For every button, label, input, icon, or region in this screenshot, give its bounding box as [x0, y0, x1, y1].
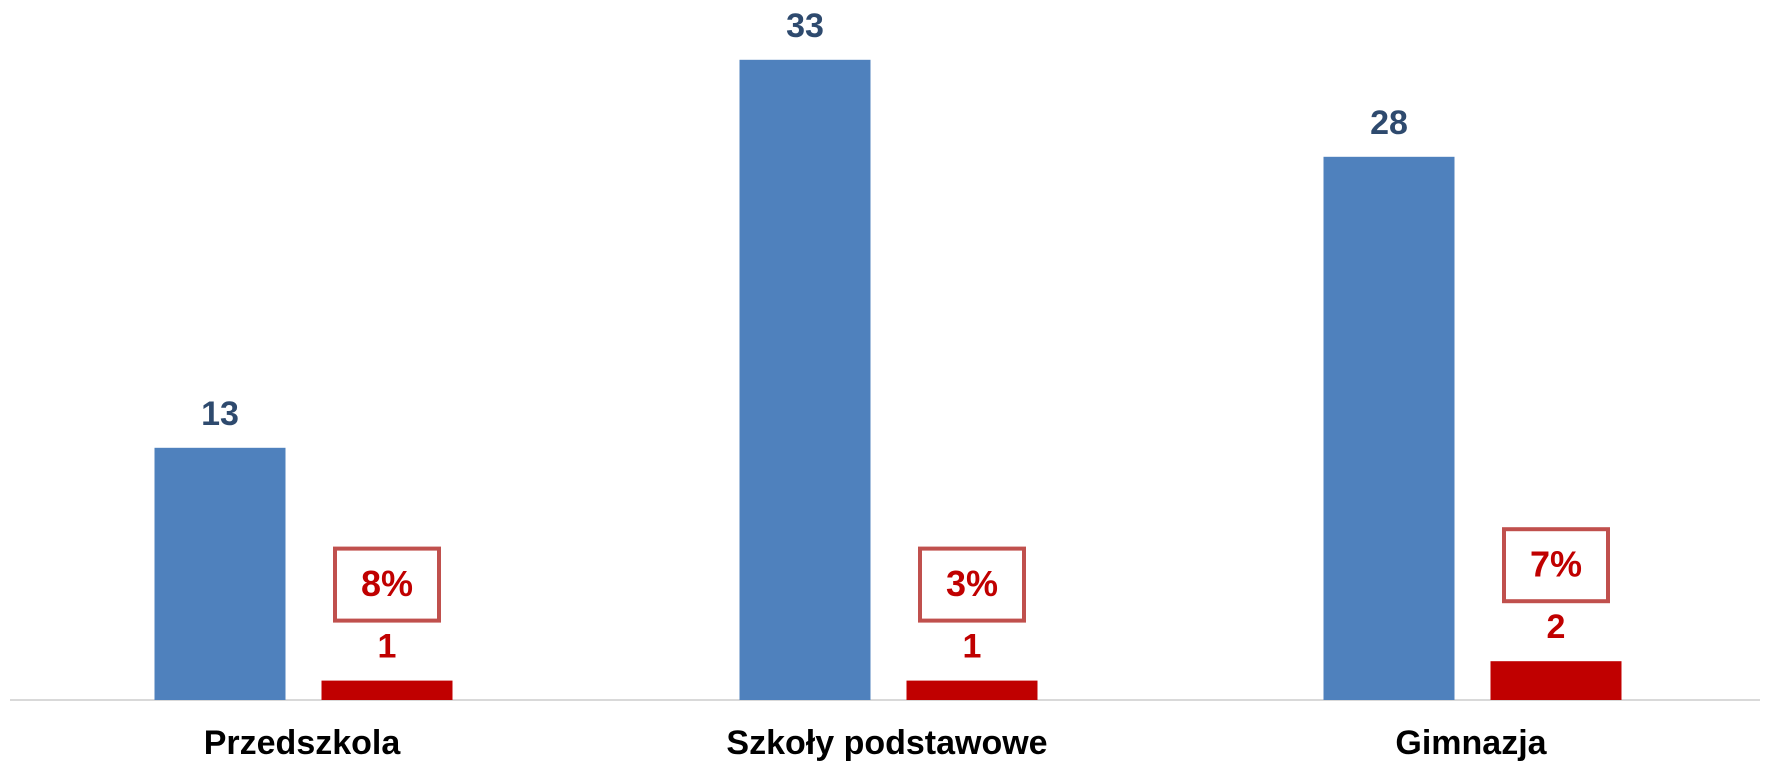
data-label: 13 [201, 395, 239, 433]
data-label: 2 [1547, 608, 1566, 646]
bar [1490, 661, 1622, 700]
bar [1323, 156, 1455, 701]
x-tick-label: Przedszkola [204, 724, 402, 762]
x-tick-label: Szkoły podstawowe [726, 724, 1047, 762]
percent-box [918, 546, 1026, 623]
percent-box [1502, 527, 1610, 604]
percent-label: 8% [361, 563, 413, 604]
data-label: 33 [786, 7, 824, 45]
bar [154, 447, 286, 700]
data-label: 1 [378, 628, 397, 666]
x-tick-label: Gimnazja [1395, 724, 1547, 762]
bar [321, 680, 453, 700]
bar [906, 680, 1038, 700]
percent-label: 7% [1530, 544, 1582, 585]
data-label: 1 [963, 628, 982, 666]
data-label: 28 [1370, 104, 1408, 142]
percent-box [333, 546, 441, 623]
bar [739, 59, 871, 701]
percent-label: 3% [946, 563, 998, 604]
